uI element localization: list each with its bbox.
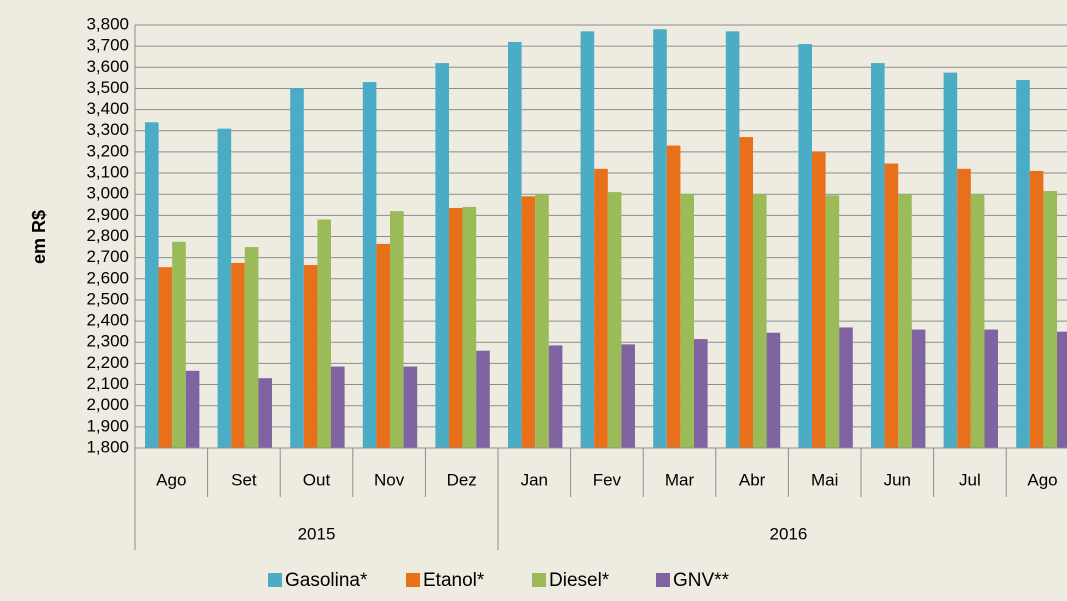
bar (435, 63, 449, 448)
x-tick-label: Ago (1027, 470, 1057, 489)
bar (607, 192, 622, 448)
y-tick-label: 3,800 (86, 14, 129, 33)
y-axis-label: em R$ (29, 210, 49, 264)
bar (680, 194, 694, 448)
bar (376, 243, 390, 448)
bar (984, 329, 998, 448)
x-tick-label: Out (303, 470, 331, 489)
x-tick-label: Jul (959, 470, 981, 489)
x-tick-label: Jan (521, 470, 548, 489)
legend-swatch (532, 573, 546, 587)
y-tick-label: 2,900 (86, 205, 129, 224)
y-tick-label: 3,300 (86, 120, 129, 139)
y-tick-label: 1,800 (86, 437, 129, 456)
y-tick-label: 1,900 (86, 416, 129, 435)
bar (521, 196, 536, 448)
bar (217, 128, 232, 448)
bar (231, 262, 245, 448)
bar (290, 88, 304, 448)
bar (1043, 191, 1057, 448)
bar (331, 366, 345, 448)
x-tick-label: Mai (811, 470, 838, 489)
y-tick-label: 2,700 (86, 247, 129, 266)
bar (1057, 331, 1067, 448)
group-label: 2016 (769, 524, 807, 543)
bar (739, 137, 753, 448)
group-label: 2015 (298, 524, 336, 543)
bar (172, 241, 186, 448)
bar (185, 370, 200, 448)
legend-swatch (656, 573, 670, 587)
x-tick-label: Set (231, 470, 257, 489)
bar (508, 41, 522, 449)
bar (158, 267, 173, 448)
legend-label: Etanol* (423, 570, 485, 591)
y-tick-label: 2,500 (86, 289, 129, 308)
y-tick-label: 3,000 (86, 184, 129, 203)
bar (694, 339, 708, 448)
x-tick-label: Mar (665, 470, 695, 489)
y-tick-label: 2,300 (86, 332, 129, 351)
bar (258, 378, 272, 448)
legend-swatch (268, 573, 282, 587)
bar (725, 31, 740, 448)
y-tick-label: 2,100 (86, 374, 129, 393)
bar (1029, 170, 1044, 448)
bar (812, 151, 826, 448)
bar (145, 122, 159, 448)
bar (548, 345, 563, 448)
bar (898, 194, 912, 448)
bar (462, 206, 477, 448)
legend-label: GNV** (673, 570, 730, 591)
bar (580, 31, 595, 448)
legend-label: Diesel* (549, 570, 610, 591)
bar (666, 145, 681, 448)
bar (362, 82, 377, 448)
x-tick-label: Fev (593, 470, 622, 489)
bar (476, 350, 490, 448)
bar (957, 168, 971, 448)
x-tick-label: Dez (447, 470, 477, 489)
x-tick-label: Jun (884, 470, 911, 489)
bar (621, 344, 635, 448)
y-tick-label: 3,200 (86, 141, 129, 160)
bar (1016, 79, 1030, 449)
bar (798, 44, 812, 448)
bar (884, 163, 899, 448)
bar (871, 63, 885, 448)
bar (911, 329, 926, 448)
bar (535, 194, 549, 448)
y-tick-label: 3,100 (86, 163, 129, 182)
y-tick-label: 2,400 (86, 311, 129, 330)
bar (594, 168, 608, 448)
y-tick-label: 3,600 (86, 57, 129, 76)
x-tick-label: Abr (739, 470, 766, 489)
bar (317, 219, 331, 448)
legend-swatch (406, 573, 420, 587)
y-tick-label: 3,400 (86, 99, 129, 118)
bar (403, 366, 418, 448)
x-tick-label: Ago (156, 470, 186, 489)
y-tick-label: 2,800 (86, 226, 129, 245)
bar (766, 332, 781, 448)
bar (449, 207, 463, 448)
y-tick-label: 3,500 (86, 78, 129, 97)
y-tick-label: 2,600 (86, 268, 129, 287)
bar (943, 72, 958, 449)
y-tick-label: 3,700 (86, 36, 129, 55)
bar (970, 194, 985, 448)
bar (653, 29, 667, 448)
y-tick-label: 2,000 (86, 395, 129, 414)
x-tick-label: Nov (374, 470, 405, 489)
bar (244, 247, 259, 448)
bar (825, 195, 840, 448)
y-tick-label: 2,200 (86, 353, 129, 372)
bar (753, 194, 767, 448)
bar (303, 265, 318, 448)
bar (390, 211, 404, 448)
legend-label: Gasolina* (285, 570, 368, 591)
bar (839, 327, 853, 448)
